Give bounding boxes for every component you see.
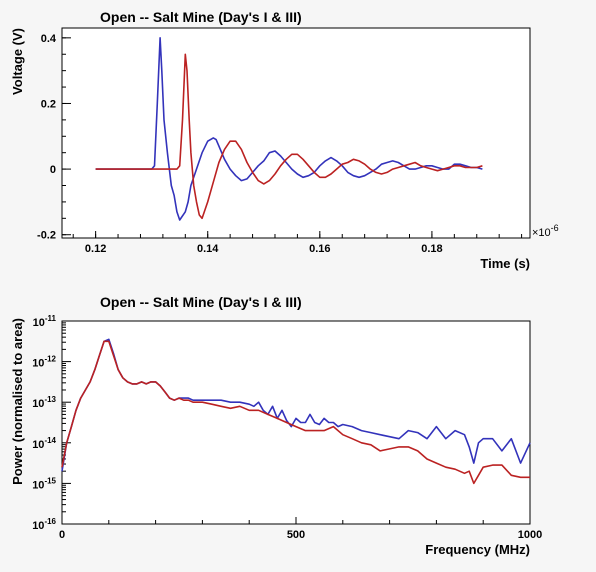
bottom-y-tick-base: 10 bbox=[32, 479, 44, 491]
bottom-chart-title: Open -- Salt Mine (Day's I & III) bbox=[100, 294, 302, 310]
bottom-x-tick-label: 1000 bbox=[518, 529, 542, 541]
top-x-axis-label: Time (s) bbox=[480, 256, 530, 271]
bottom-x-tick-label: 0 bbox=[59, 529, 65, 541]
bottom-y-tick-base: 10 bbox=[32, 398, 44, 410]
bottom-y-tick-label: 10-16 bbox=[32, 517, 56, 532]
bottom-y-tick-exp: -13 bbox=[44, 395, 56, 404]
top-chart-title: Open -- Salt Mine (Day's I & III) bbox=[100, 9, 302, 25]
top-x-multiplier-exp: -6 bbox=[551, 223, 559, 233]
top-x-tick-label: 0.18 bbox=[421, 243, 442, 255]
top-axis-ticks: 0.12 0.14 0.16 0.18 -0.2 0 0.2 0.4 bbox=[37, 33, 523, 255]
bottom-plot-frame bbox=[61, 320, 531, 525]
top-y-tick-label: 0 bbox=[50, 164, 56, 176]
bottom-y-tick-exp: -16 bbox=[44, 517, 56, 526]
top-plot-frame bbox=[61, 27, 531, 239]
top-series-line-red bbox=[95, 53, 483, 220]
bottom-y-tick-base: 10 bbox=[33, 317, 45, 329]
bottom-y-tick-label: 10-11 bbox=[33, 314, 57, 329]
bottom-x-tick-label: 500 bbox=[287, 529, 305, 541]
top-x-multiplier: ×10-6 bbox=[532, 223, 559, 239]
bottom-y-tick-label: 10-13 bbox=[32, 395, 56, 410]
top-y-tick-label: 0.4 bbox=[41, 33, 57, 45]
top-series-group bbox=[95, 36, 483, 221]
top-x-tick-label: 0.12 bbox=[85, 243, 106, 255]
top-y-tick-label: -0.2 bbox=[37, 230, 56, 242]
chart-top: Open -- Salt Mine (Day's I & III) Time (… bbox=[10, 9, 559, 271]
top-series-line-blue bbox=[95, 36, 483, 221]
bottom-y-tick-base: 10 bbox=[32, 358, 44, 370]
bottom-series-group bbox=[61, 338, 531, 485]
bottom-y-tick-label: 10-14 bbox=[32, 436, 56, 451]
bottom-y-tick-label: 10-15 bbox=[32, 476, 56, 491]
top-y-axis-label: Voltage (V) bbox=[10, 28, 25, 95]
bottom-y-tick-exp: -11 bbox=[45, 314, 57, 323]
top-x-multiplier-base: ×10 bbox=[532, 227, 551, 239]
top-x-tick-label: 0.14 bbox=[197, 243, 219, 255]
bottom-y-axis-label: Power (normalised to area) bbox=[10, 318, 25, 485]
bottom-y-tick-base: 10 bbox=[32, 439, 44, 451]
bottom-y-tick-exp: -15 bbox=[44, 476, 56, 485]
bottom-y-tick-label: 10-12 bbox=[32, 355, 56, 370]
bottom-series-line-red bbox=[61, 340, 530, 485]
chart-bottom: Open -- Salt Mine (Day's I & III) Freque… bbox=[10, 294, 542, 557]
bottom-x-axis-label: Frequency (MHz) bbox=[425, 542, 530, 557]
bottom-y-tick-base: 10 bbox=[32, 520, 44, 532]
bottom-y-tick-exp: -12 bbox=[44, 355, 56, 364]
top-y-tick-label: 0.2 bbox=[41, 98, 56, 110]
top-x-tick-label: 0.16 bbox=[309, 243, 330, 255]
bottom-y-tick-exp: -14 bbox=[44, 436, 56, 445]
